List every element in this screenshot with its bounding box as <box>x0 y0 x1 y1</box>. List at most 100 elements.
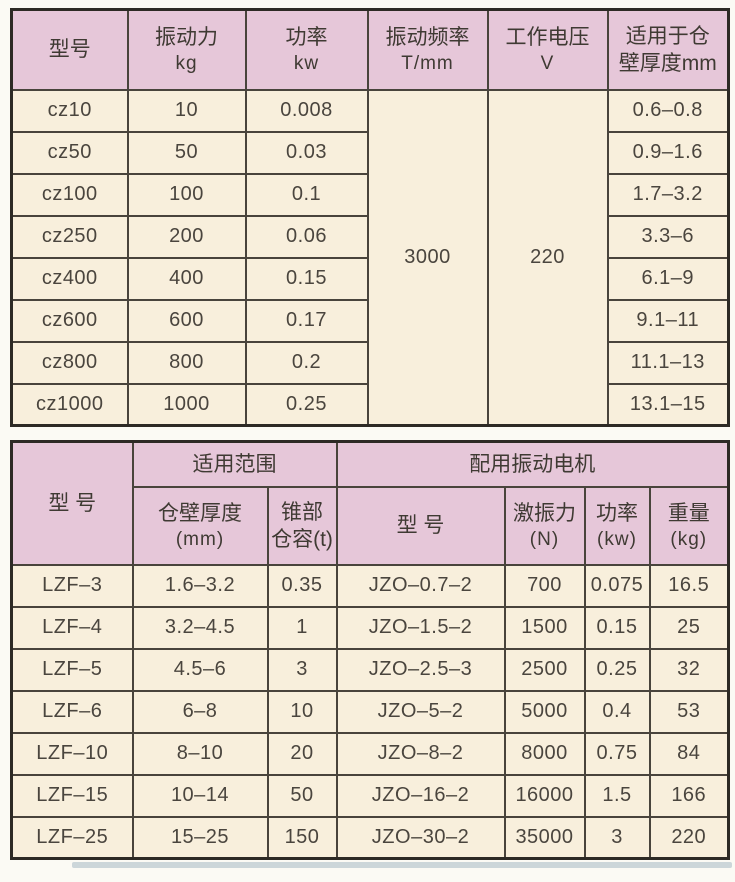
header-line: 锥部 <box>281 500 323 524</box>
cell-power: 3 <box>583 815 651 860</box>
cell-weight: 32 <box>648 647 730 692</box>
cell-model: LZF–4 <box>10 605 134 650</box>
cell-motor-model: JZO–2.5–3 <box>335 647 506 692</box>
cell-excitation-force: 16000 <box>503 773 586 818</box>
cell-power: 0.75 <box>583 731 651 776</box>
cell-wall: 0.9–1.6 <box>606 130 730 175</box>
selection-group-header-row: 型 号 适用范围 配用振动电机 <box>10 440 730 566</box>
header-line: 仓壁厚度 <box>158 501 242 525</box>
cell-cone: 20 <box>266 731 338 776</box>
cell-force: 10 <box>126 88 247 133</box>
cell-wall: 6.1–9 <box>606 256 730 301</box>
col-header-force: 振动力 kg <box>126 8 247 91</box>
table-row: cz50 50 0.03 0.9–1.6 <box>10 130 730 175</box>
header-line: 配用振动电机 <box>469 452 596 476</box>
header-line: 功率 <box>596 501 638 525</box>
cell-power: 0.25 <box>244 382 369 427</box>
col-header-frequency: 振动频率 T/mm <box>366 8 489 91</box>
header-line: 重量 <box>667 501 710 525</box>
cell-cone: 1 <box>266 605 338 650</box>
cell-wall: 9.1–11 <box>606 298 730 343</box>
cell-wall: 0.6–0.8 <box>606 88 730 133</box>
cell-model: LZF–6 <box>10 689 134 734</box>
col-header-model: 型 号 <box>10 440 134 566</box>
table-row: LZF–10 8–10 20 JZO–8–2 8000 0.75 84 <box>10 731 730 776</box>
cell-force: 1000 <box>126 382 247 427</box>
cell-model: LZF–5 <box>10 647 134 692</box>
cell-power: 0.2 <box>244 340 369 385</box>
cell-wall: 4.5–6 <box>131 647 269 692</box>
group-header-matching-motor: 配用振动电机 <box>335 440 730 488</box>
cell-power: 0.1 <box>244 172 369 217</box>
header-unit: (mm) <box>175 528 225 550</box>
header-line: 振动力 <box>155 25 218 49</box>
cell-force: 100 <box>126 172 247 217</box>
col-header-wall-thickness: 适用于仓 壁厚度mm <box>606 8 730 91</box>
col-header-power: 功率 kw <box>244 8 369 91</box>
header-line: 激振力 <box>513 501 576 525</box>
cell-motor-model: JZO–8–2 <box>335 731 506 776</box>
cell-motor-model: JZO–16–2 <box>335 773 506 818</box>
header-line: 型号 <box>48 38 91 62</box>
cell-excitation-force: 8000 <box>503 731 586 776</box>
header-line: 适用范围 <box>192 452 277 476</box>
cell-model: cz50 <box>10 130 129 175</box>
cell-weight: 25 <box>648 605 730 650</box>
cell-weight: 16.5 <box>648 563 730 608</box>
cell-model: cz10 <box>10 88 129 133</box>
header-line: 型 号 <box>396 514 445 537</box>
col-header-power: 功率 (kw) <box>583 485 651 566</box>
header-line: 振动频率 <box>385 25 470 49</box>
cell-power: 0.03 <box>244 130 369 175</box>
vibrator-spec-table: 型号 振动力 kg 功率 kw 振动频率 T/mm 工作电压 V 适用于仓 壁厚… <box>10 8 730 427</box>
cell-power: 0.25 <box>583 647 651 692</box>
header-line: 仓容(t) <box>271 527 333 551</box>
table-row: cz600 600 0.17 9.1–11 <box>10 298 730 343</box>
header-line: 功率 <box>285 25 328 49</box>
cell-power: 0.15 <box>583 605 651 650</box>
table-row: LZF–6 6–8 10 JZO–5–2 5000 0.4 53 <box>10 689 730 734</box>
cell-wall: 15–25 <box>131 815 269 860</box>
cell-motor-model: JZO–1.5–2 <box>335 605 506 650</box>
cell-wall: 13.1–15 <box>606 382 730 427</box>
table-row: cz1000 1000 0.25 13.1–15 <box>10 382 730 427</box>
cell-wall: 6–8 <box>131 689 269 734</box>
cell-excitation-force: 700 <box>503 563 586 608</box>
cell-wall: 8–10 <box>131 731 269 776</box>
group-header-applicable-range: 适用范围 <box>131 440 338 488</box>
cell-wall: 3.2–4.5 <box>131 605 269 650</box>
cell-model: cz800 <box>10 340 129 385</box>
cell-force: 600 <box>126 298 247 343</box>
cell-power: 0.17 <box>244 298 369 343</box>
cell-cone: 10 <box>266 689 338 734</box>
scanned-spec-page: 型号 振动力 kg 功率 kw 振动频率 T/mm 工作电压 V 适用于仓 壁厚… <box>0 8 735 882</box>
cell-model: LZF–25 <box>10 815 134 860</box>
cell-excitation-force: 35000 <box>503 815 586 860</box>
header-unit: kw <box>293 52 320 74</box>
cell-cone: 50 <box>266 773 338 818</box>
col-header-wall-thickness: 仓壁厚度 (mm) <box>131 485 269 566</box>
table-row: cz10 10 0.008 3000 220 0.6–0.8 <box>10 88 730 427</box>
cell-excitation-force: 2500 <box>503 647 586 692</box>
cell-force: 400 <box>126 256 247 301</box>
cell-weight: 166 <box>648 773 730 818</box>
cell-wall: 11.1–13 <box>606 340 730 385</box>
cell-motor-model: JZO–0.7–2 <box>335 563 506 608</box>
cell-frequency-merged: 3000 <box>366 88 489 427</box>
cell-power: 1.5 <box>583 773 651 818</box>
selection-sub-header-row: 仓壁厚度 (mm) 锥部 仓容(t) 型 号 激振力 (N) 功率 (kw) 重… <box>12 485 730 566</box>
col-header-model: 型号 <box>10 8 129 91</box>
cell-force: 800 <box>126 340 247 385</box>
header-unit: kg <box>175 52 198 74</box>
cell-power: 0.008 <box>244 88 369 133</box>
cell-model: LZF–3 <box>10 563 134 608</box>
header-line: 壁厚度mm <box>618 51 717 75</box>
spec-header-row: 型号 振动力 kg 功率 kw 振动频率 T/mm 工作电压 V 适用于仓 壁厚… <box>10 8 730 91</box>
header-unit: (kg) <box>670 528 708 550</box>
header-line: 型 号 <box>48 491 97 515</box>
cell-cone: 150 <box>266 815 338 860</box>
header-line: 工作电压 <box>505 25 590 49</box>
bin-vibrator-selection-table: 型 号 适用范围 配用振动电机 仓壁厚度 (mm) 锥部 仓容(t) 型 号 激… <box>10 440 730 860</box>
cell-motor-model: JZO–5–2 <box>335 689 506 734</box>
cell-force: 50 <box>126 130 247 175</box>
